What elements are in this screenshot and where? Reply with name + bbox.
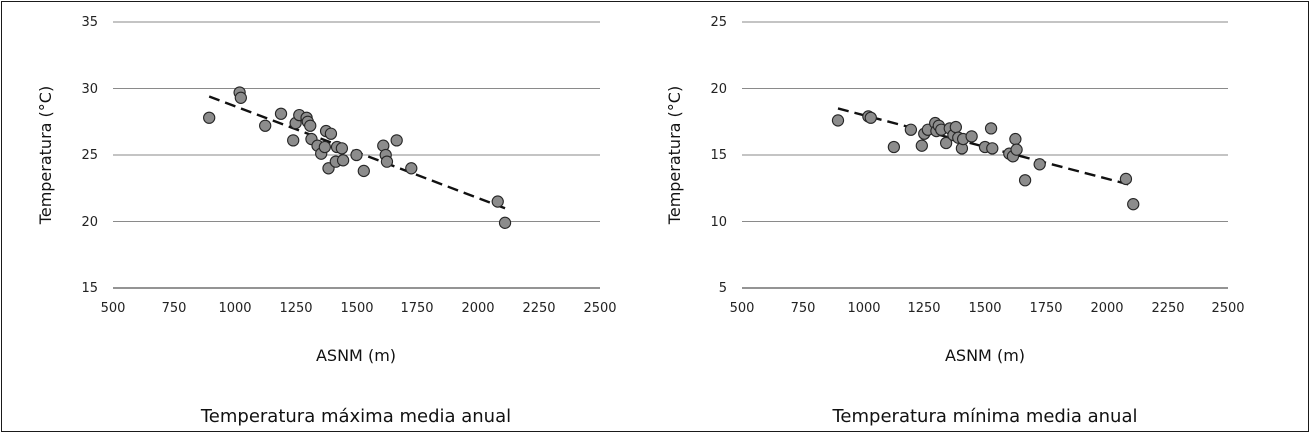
max-data-point-5 bbox=[287, 134, 300, 147]
min-x-tick-1250: 1250 bbox=[907, 301, 940, 316]
max-y-axis-label: Temperatura (°C) bbox=[36, 86, 55, 225]
chart-min-temperature: 5 10 15 20 25 500 750 1000 1250 1500 175… bbox=[665, 15, 1245, 427]
max-data-point-20 bbox=[335, 142, 349, 155]
min-x-tick-2500: 2500 bbox=[1211, 301, 1244, 316]
max-x-tick-1250: 1250 bbox=[279, 301, 312, 316]
min-x-tick-1750: 1750 bbox=[1029, 301, 1062, 316]
min-data-point-12 bbox=[939, 136, 953, 150]
min-data-point-2 bbox=[864, 111, 877, 124]
min-x-axis-label: ASNM (m) bbox=[945, 346, 1025, 365]
min-data-point-21 bbox=[984, 122, 998, 135]
max-chart-title: Temperatura máxima media anual bbox=[200, 406, 511, 427]
max-data-points bbox=[203, 86, 512, 229]
max-data-point-17 bbox=[324, 127, 338, 140]
max-x-tick-1500: 1500 bbox=[340, 301, 373, 316]
max-data-point-30 bbox=[498, 216, 512, 229]
min-data-point-19 bbox=[965, 130, 978, 143]
max-data-point-23 bbox=[357, 164, 370, 178]
max-data-point-26 bbox=[380, 155, 394, 168]
min-chart-title: Temperatura mínima media anual bbox=[832, 406, 1138, 427]
min-data-point-3 bbox=[887, 140, 901, 154]
min-y-tick-15: 15 bbox=[710, 148, 727, 163]
max-x-tick-750: 750 bbox=[162, 301, 187, 316]
min-y-tick-5: 5 bbox=[719, 281, 727, 296]
min-gridlines bbox=[742, 21, 1228, 289]
min-y-axis-label: Temperatura (°C) bbox=[665, 86, 684, 225]
max-data-point-10 bbox=[304, 119, 317, 132]
max-data-point-27 bbox=[390, 134, 403, 147]
max-y-tick-15: 15 bbox=[81, 281, 98, 296]
min-data-point-29 bbox=[1119, 172, 1133, 186]
max-data-point-3 bbox=[259, 119, 272, 132]
max-data-point-21 bbox=[336, 154, 350, 167]
max-x-tick-2250: 2250 bbox=[522, 301, 555, 316]
max-data-point-4 bbox=[274, 107, 288, 120]
min-x-tick-2000: 2000 bbox=[1090, 301, 1123, 316]
min-data-point-5 bbox=[915, 139, 928, 152]
min-data-point-25 bbox=[1009, 132, 1022, 146]
max-y-tick-25: 25 bbox=[81, 148, 98, 163]
min-data-point-15 bbox=[949, 120, 962, 134]
min-x-tick-2250: 2250 bbox=[1151, 301, 1184, 316]
min-data-point-26 bbox=[1010, 143, 1023, 156]
min-x-tick-1500: 1500 bbox=[968, 301, 1001, 316]
max-x-tick-1750: 1750 bbox=[400, 301, 433, 316]
min-data-point-30 bbox=[1127, 198, 1140, 211]
max-x-tick-500: 500 bbox=[101, 301, 126, 316]
min-y-tick-10: 10 bbox=[710, 215, 727, 230]
min-x-tick-500: 500 bbox=[730, 301, 755, 316]
max-x-tick-2000: 2000 bbox=[461, 301, 494, 316]
min-data-point-28 bbox=[1033, 158, 1046, 171]
max-y-tick-20: 20 bbox=[81, 215, 98, 230]
max-data-point-22 bbox=[350, 148, 363, 162]
max-data-point-14 bbox=[318, 140, 331, 154]
max-x-tick-1000: 1000 bbox=[218, 301, 251, 316]
max-data-point-28 bbox=[405, 162, 418, 175]
max-data-point-0 bbox=[203, 111, 216, 124]
max-x-tick-2500: 2500 bbox=[583, 301, 616, 316]
min-data-point-4 bbox=[904, 123, 918, 136]
min-x-tick-1000: 1000 bbox=[847, 301, 880, 316]
min-data-point-27 bbox=[1018, 174, 1032, 187]
min-data-points bbox=[831, 110, 1140, 211]
max-y-tick-30: 30 bbox=[81, 82, 98, 97]
min-y-tick-20: 20 bbox=[710, 82, 727, 97]
chart-max-temperature: 15 20 25 30 35 500 750 1000 1250 1500 17… bbox=[36, 15, 617, 427]
min-data-point-0 bbox=[831, 114, 845, 127]
max-x-axis-label: ASNM (m) bbox=[316, 346, 396, 365]
max-data-point-2 bbox=[234, 91, 247, 104]
max-data-point-29 bbox=[491, 195, 504, 208]
min-x-tick-750: 750 bbox=[791, 301, 816, 316]
min-y-tick-25: 25 bbox=[710, 15, 727, 30]
min-data-point-22 bbox=[986, 142, 999, 155]
max-y-tick-35: 35 bbox=[81, 15, 98, 30]
